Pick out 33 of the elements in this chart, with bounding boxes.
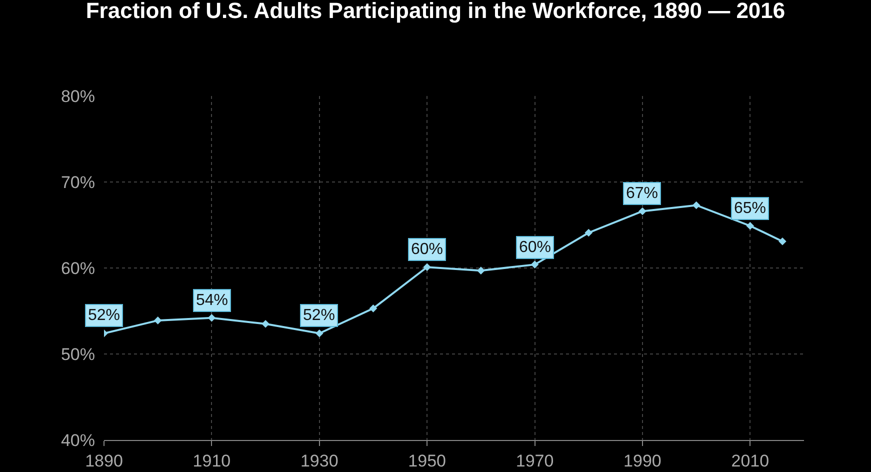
point <box>584 228 593 237</box>
data-label: 60% <box>411 241 444 258</box>
point <box>423 263 431 272</box>
point <box>208 314 216 322</box>
x-tick-label: 1990 <box>624 451 662 470</box>
chart-title: Fraction of U.S. Adults Participating in the Workforce, 1890 — 2016 <box>86 0 786 23</box>
x-tick-label: 1950 <box>408 451 446 470</box>
y-tick-label: 70% <box>60 172 95 192</box>
point <box>369 304 378 312</box>
x-tick-label: 1930 <box>300 451 338 470</box>
x-tick-label: 1910 <box>192 451 231 470</box>
point <box>262 320 270 328</box>
data-label: 67% <box>626 185 658 202</box>
point <box>315 329 324 338</box>
y-tick-label: 80% <box>60 86 95 106</box>
data-label: 65% <box>734 200 766 217</box>
point <box>746 222 754 230</box>
x-tick-label: 1890 <box>85 451 123 470</box>
x-tick-label: 1970 <box>516 451 554 470</box>
point <box>530 260 539 268</box>
data-label: 52% <box>88 307 120 324</box>
point <box>154 316 162 324</box>
y-tick-label: 60% <box>60 258 95 278</box>
point <box>778 237 786 246</box>
data-label: 54% <box>196 292 228 309</box>
data-label: 52% <box>303 307 336 324</box>
x-tick-label: 2010 <box>731 451 770 470</box>
point <box>638 207 646 216</box>
y-tick-label: 50% <box>60 344 95 364</box>
point <box>477 266 485 274</box>
y-tick-label: 40% <box>60 430 95 450</box>
point <box>692 201 700 210</box>
data-label: 60% <box>519 239 552 256</box>
